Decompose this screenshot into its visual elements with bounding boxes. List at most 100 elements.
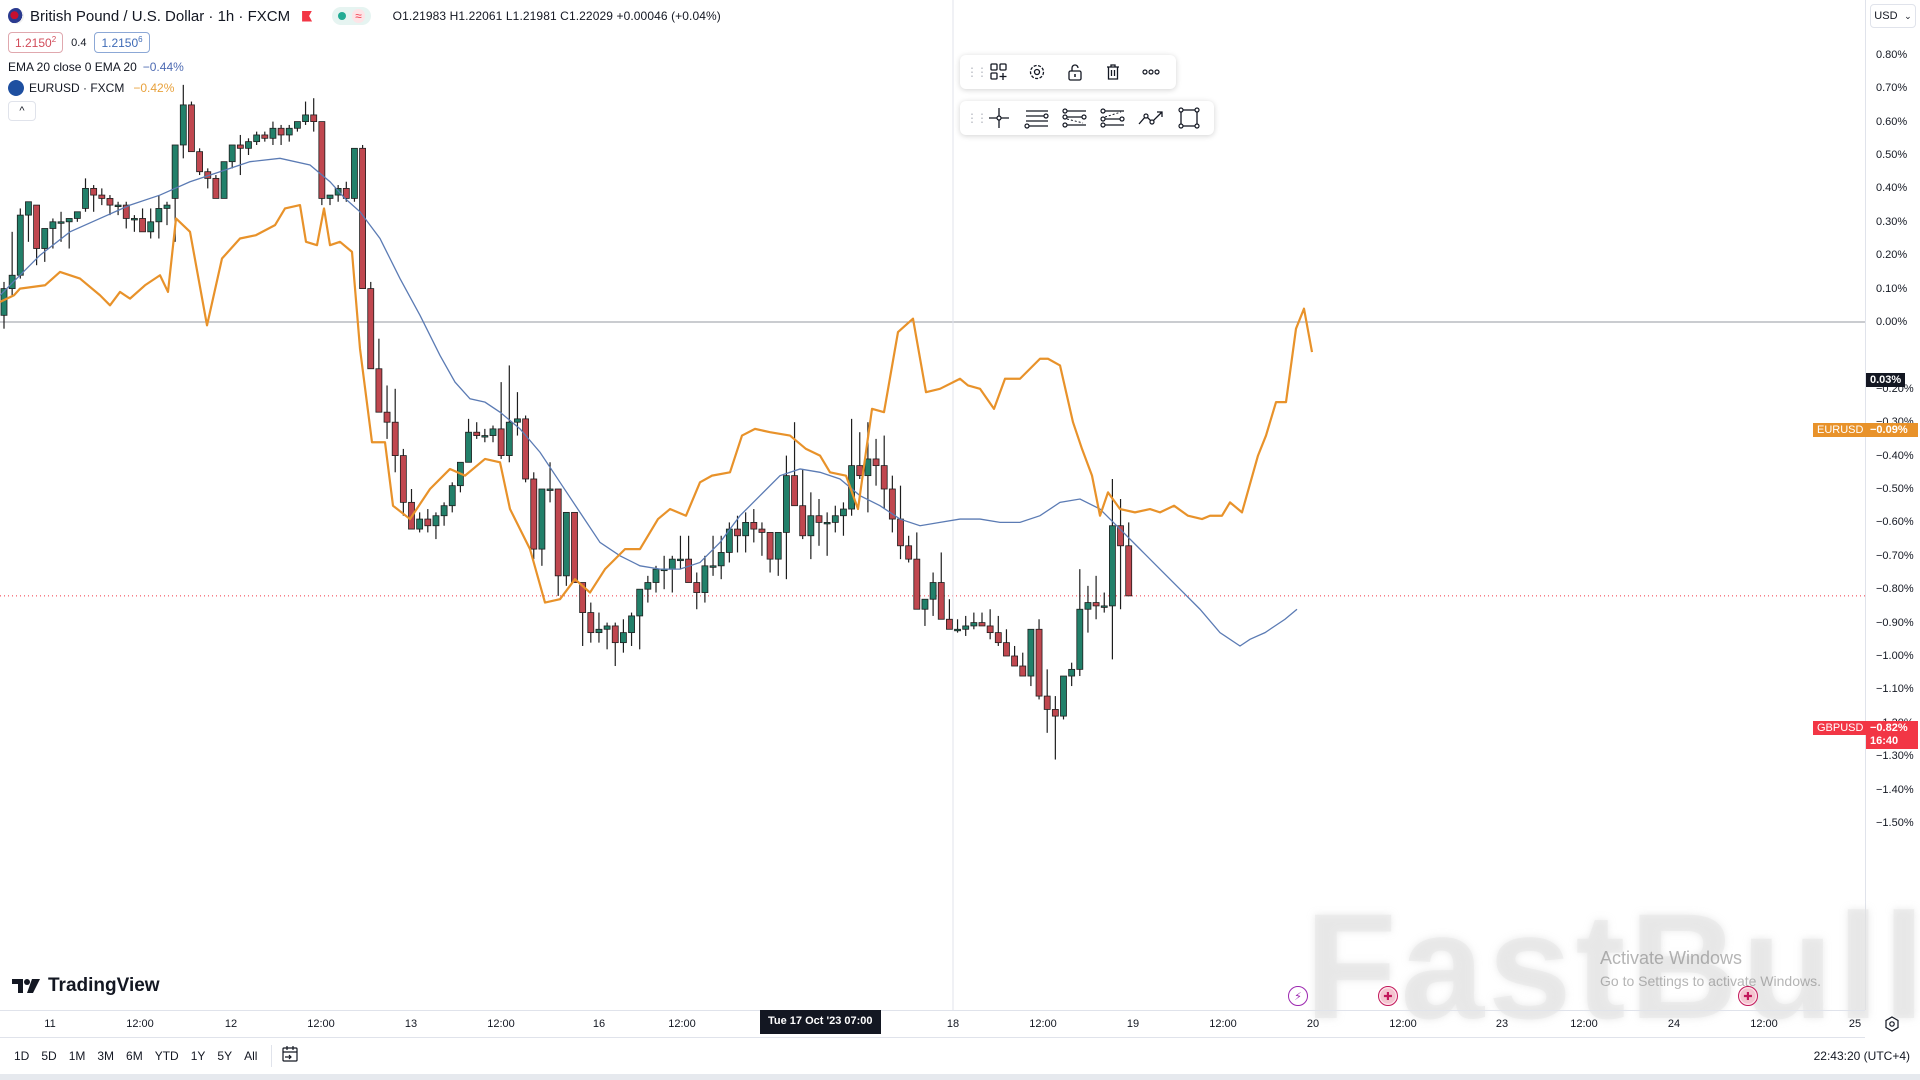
flag-icon[interactable] bbox=[302, 10, 313, 22]
candle-body bbox=[1019, 665, 1027, 677]
price-tick-label: −1.50% bbox=[1876, 817, 1914, 829]
price-tick-label: 0.30% bbox=[1876, 215, 1908, 228]
candle-body bbox=[122, 204, 130, 219]
candle-body bbox=[367, 288, 375, 370]
candle-body bbox=[1043, 695, 1051, 710]
drag-handle-icon[interactable]: ⋮⋮ bbox=[966, 111, 988, 125]
candle-body bbox=[1100, 605, 1108, 608]
candle-body bbox=[98, 194, 106, 199]
go-to-date-button[interactable] bbox=[280, 1044, 300, 1069]
range-1d[interactable]: 1D bbox=[14, 1049, 30, 1063]
candle-body bbox=[285, 127, 293, 136]
price-tick-label: −0.90% bbox=[1876, 616, 1914, 629]
price-tick-label: −1.00% bbox=[1876, 650, 1914, 662]
candle-body bbox=[424, 518, 432, 527]
fib-retracement-tool[interactable] bbox=[1056, 103, 1094, 133]
object-toolbar: ⋮⋮ bbox=[960, 55, 1176, 89]
candle-body bbox=[783, 475, 790, 533]
crosshair-time-label: Tue 17 Oct '23 07:00 bbox=[760, 1010, 881, 1034]
range-all[interactable]: All bbox=[244, 1049, 258, 1063]
candle-body bbox=[41, 228, 49, 249]
price-tick-label: −1.30% bbox=[1876, 750, 1914, 763]
path-tool[interactable] bbox=[1132, 103, 1170, 133]
candle-body bbox=[823, 522, 831, 525]
chart-legend: British Pound / U.S. Dollar · 1h · FXCM … bbox=[8, 6, 721, 121]
delete-button[interactable] bbox=[1094, 57, 1132, 87]
time-scale[interactable]: 11 12:00 12 12:00 13 12:00 16 12:00 18 12:00 19 12:… bbox=[0, 1010, 1865, 1038]
price-scale[interactable]: 0.80% 0.70% 0.60% 0.50% 0.40% 0.30% 0.20% 0.10%… bbox=[1865, 0, 1920, 1010]
range-ytd[interactable]: YTD bbox=[154, 1049, 179, 1063]
compare-value: −0.42% bbox=[133, 81, 175, 95]
footer-strip bbox=[0, 1074, 1920, 1080]
sell-price-button[interactable]: 1.21502 bbox=[8, 32, 64, 53]
candle-body bbox=[1125, 545, 1133, 597]
collapse-legend-button[interactable]: ^ bbox=[8, 101, 36, 121]
candle-body bbox=[1035, 628, 1043, 697]
range-1y[interactable]: 1Y bbox=[190, 1049, 206, 1063]
candle-body bbox=[758, 528, 766, 533]
candle-body bbox=[603, 625, 611, 630]
path-arrow-icon bbox=[1138, 111, 1163, 125]
candle-body bbox=[318, 121, 326, 199]
indicator-legend-ema[interactable]: EMA 20 close 0 EMA 20 −0.44% bbox=[8, 60, 721, 74]
rectangle-tool[interactable] bbox=[1170, 103, 1208, 133]
chart-plot-area[interactable] bbox=[0, 0, 1865, 1010]
candle-body bbox=[261, 134, 269, 139]
range-5d[interactable]: 5D bbox=[41, 1049, 57, 1063]
eurusd-last-value: −0.09% bbox=[1866, 423, 1918, 437]
market-status[interactable]: ≈ bbox=[332, 7, 371, 25]
buy-price-button[interactable]: 1.21506 bbox=[94, 32, 150, 53]
add-to-favorites-button[interactable] bbox=[980, 57, 1018, 87]
candle-body bbox=[171, 144, 179, 199]
drag-handle-icon[interactable]: ⋮⋮ bbox=[966, 65, 988, 79]
indicator-value: −0.44% bbox=[142, 60, 184, 74]
time-tick-label: 12:00 bbox=[1389, 1018, 1417, 1030]
candle-body bbox=[326, 194, 334, 199]
candle-body bbox=[620, 632, 627, 644]
uk-economic-event-icon[interactable]: ✚ bbox=[1378, 986, 1398, 1006]
cross-line-tool[interactable] bbox=[980, 103, 1018, 133]
candle-body bbox=[57, 221, 65, 224]
compare-legend-eurusd[interactable]: EURUSD · FXCM −0.42% bbox=[8, 80, 721, 96]
uk-economic-event-icon[interactable]: ✚ bbox=[1738, 986, 1758, 1006]
candle-body bbox=[579, 582, 587, 613]
range-1m[interactable]: 1M bbox=[68, 1049, 86, 1063]
range-5y[interactable]: 5Y bbox=[217, 1049, 233, 1063]
symbol-title[interactable]: British Pound / U.S. Dollar · 1h · FXCM bbox=[30, 7, 291, 25]
candle-body bbox=[1060, 675, 1067, 717]
chevron-down-icon: ⌄ bbox=[1904, 10, 1912, 21]
candle-body bbox=[978, 622, 986, 627]
candle-body bbox=[245, 141, 252, 149]
candlestick-chart[interactable] bbox=[0, 0, 1865, 1010]
currency-select[interactable]: USD ⌄ bbox=[1870, 4, 1916, 28]
candle-body bbox=[668, 558, 676, 570]
eur-usd-flag-icon bbox=[8, 80, 24, 96]
candle-body bbox=[848, 465, 855, 510]
chart-settings-button[interactable] bbox=[1880, 1014, 1904, 1034]
clock-timezone[interactable]: 22:43:20 (UTC+4) bbox=[1813, 1049, 1910, 1063]
lock-button[interactable] bbox=[1056, 57, 1094, 87]
range-6m[interactable]: 6M bbox=[126, 1049, 143, 1063]
tradingview-logo[interactable]: TradingView bbox=[12, 975, 160, 997]
range-3m[interactable]: 3M bbox=[97, 1049, 115, 1063]
candle-body bbox=[897, 518, 904, 547]
candle-body bbox=[399, 455, 407, 503]
time-tick-label: 12:00 bbox=[1029, 1018, 1057, 1030]
candle-body bbox=[163, 204, 171, 209]
candle-body bbox=[196, 151, 204, 173]
more-button[interactable] bbox=[1132, 57, 1170, 87]
candle-body bbox=[310, 114, 318, 122]
parallel-channel-tool[interactable] bbox=[1094, 103, 1132, 133]
settings-button[interactable] bbox=[1018, 57, 1056, 87]
price-tick-label: 0.10% bbox=[1876, 282, 1908, 295]
candle-body bbox=[970, 622, 978, 627]
time-tick-label: 20 bbox=[1306, 1018, 1320, 1030]
candle-body bbox=[717, 552, 725, 567]
crosshair-price-label: 0.03% bbox=[1866, 373, 1906, 387]
candle-body bbox=[864, 458, 872, 477]
candle-body bbox=[750, 522, 758, 530]
candle-body bbox=[489, 428, 497, 436]
event-lightning-icon[interactable]: ⚡ bbox=[1288, 986, 1308, 1006]
candle-body bbox=[888, 488, 896, 520]
horizontal-lines-tool[interactable] bbox=[1018, 103, 1056, 133]
